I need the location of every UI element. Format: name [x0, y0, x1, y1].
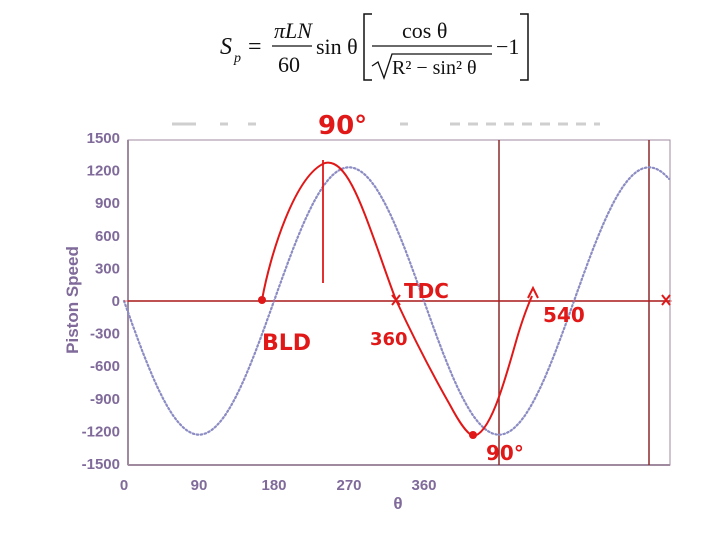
x-axis-title: θ	[393, 494, 402, 513]
tdc-cross-marker	[391, 294, 401, 306]
equation-left-bracket	[363, 13, 372, 81]
handwritten-annotations: 90° BLD 360 TDC 540 90°	[124, 111, 672, 465]
annotation-540: 540	[543, 303, 585, 327]
y-tick-label: 0	[112, 293, 120, 310]
annotation-360: 360	[370, 329, 408, 350]
annotation-tdc: TDC	[404, 279, 449, 303]
equation-equals: =	[248, 34, 262, 60]
y-tick-label: -1200	[82, 423, 120, 440]
y-tick-labels: 1500 1200 900 600 300 0 -300 -600 -900 -1200 -1500	[82, 130, 120, 473]
x-tick-label: 90	[191, 477, 208, 494]
y-tick-label: -900	[90, 391, 120, 408]
annotation-90-bottom: 90°	[486, 441, 524, 465]
y-tick-label: 300	[95, 260, 120, 277]
hand-drawn-speed-curve	[261, 161, 533, 438]
y-tick-label: 1500	[87, 130, 120, 147]
x-tick-label: 180	[261, 477, 286, 494]
equation-sqrt-sign	[371, 53, 492, 80]
end-cross-marker	[661, 294, 671, 306]
x-axis-title-text: θ	[393, 494, 402, 513]
x-tick-label: 270	[336, 477, 361, 494]
y-tick-label: 600	[95, 228, 120, 245]
equation-sin: sin θ	[316, 34, 358, 59]
x-tick-labels: 0 90 180 270 360	[120, 477, 437, 494]
y-tick-label: -1500	[82, 456, 120, 473]
equation-right-bracket	[520, 13, 529, 81]
bld-point-marker	[258, 296, 266, 304]
series-group	[122, 166, 671, 436]
equation-inner-numerator: cos θ	[402, 18, 447, 43]
y-tick-label: -300	[90, 326, 120, 343]
equation-lhs-subscript: p	[233, 51, 241, 66]
equation-fraction-denominator: 60	[278, 52, 300, 77]
speed-equation: S p = πLN 60 sin θ cos θ R² − sin² θ −1	[220, 13, 529, 81]
annotation-90-top: 90°	[318, 111, 367, 141]
x-tick-label: 0	[120, 477, 128, 494]
equation-minus-one: −1	[496, 34, 519, 59]
y-tick-label: -600	[90, 358, 120, 375]
y-tick-label: 900	[95, 195, 120, 212]
equation-inner-denominator: R² − sin² θ	[392, 57, 477, 79]
x-tick-label: 360	[411, 477, 436, 494]
arrow-540-marker	[527, 285, 539, 299]
y-axis-title: Piston Speed	[63, 246, 82, 354]
annotation-bld: BLD	[262, 331, 311, 356]
trough-point-marker	[469, 431, 477, 439]
equation-fraction-numerator: πLN	[274, 18, 313, 43]
piston-speed-series-line	[122, 166, 671, 436]
equation-lhs: S	[220, 34, 232, 60]
y-tick-label: 1200	[87, 163, 120, 180]
